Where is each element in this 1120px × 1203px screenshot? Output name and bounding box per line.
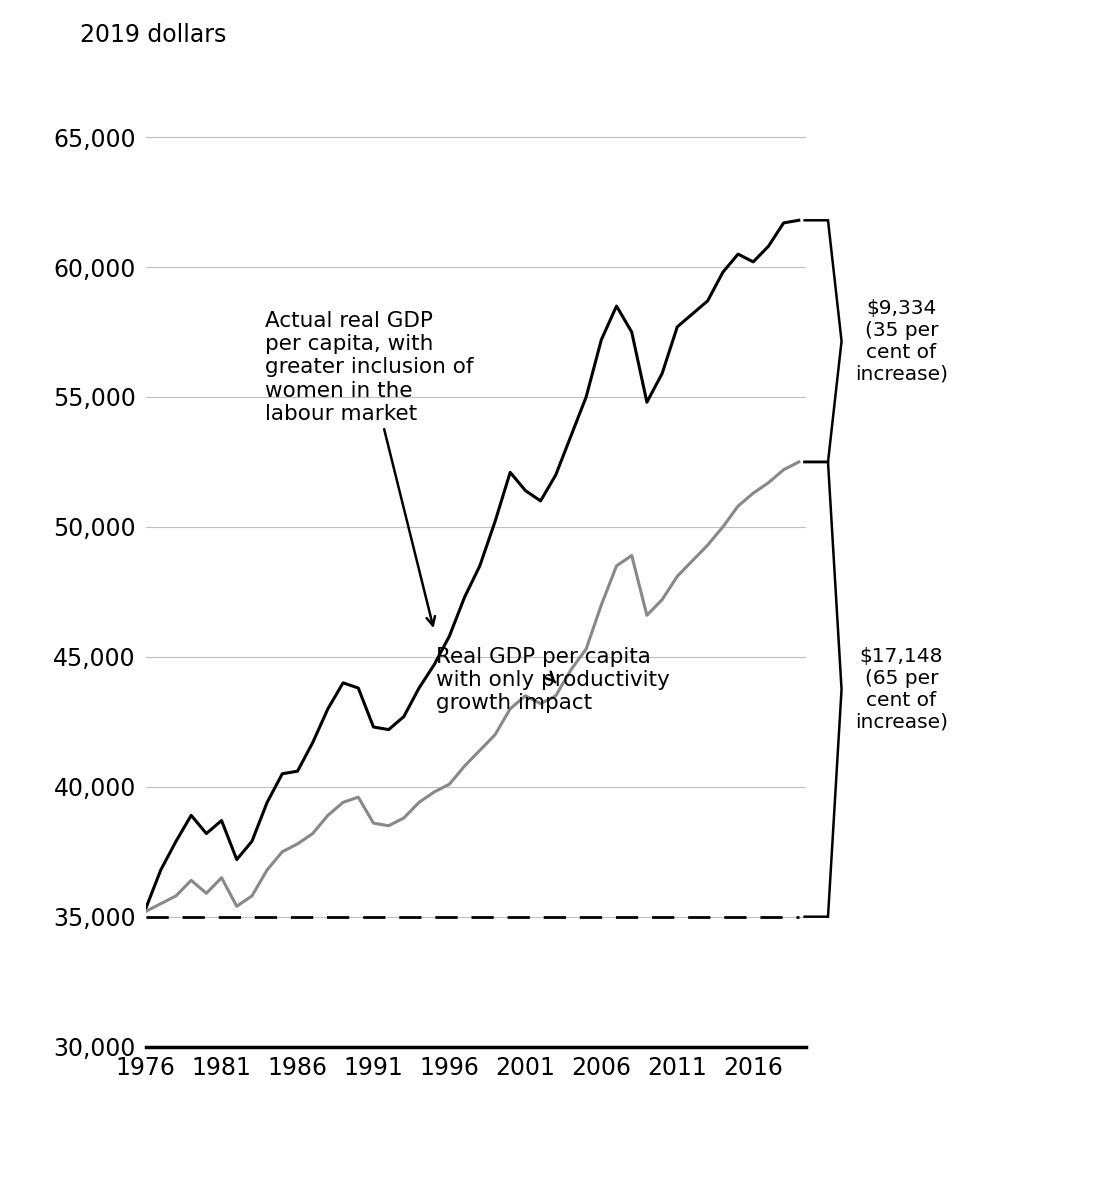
Text: Actual real GDP
per capita, with
greater inclusion of
women in the
labour market: Actual real GDP per capita, with greater… (264, 310, 473, 626)
Text: 2019 dollars: 2019 dollars (80, 23, 226, 47)
Text: $17,148
(65 per
cent of
increase): $17,148 (65 per cent of increase) (855, 647, 948, 731)
Text: Real GDP per capita
with only productivity
growth impact: Real GDP per capita with only productivi… (437, 647, 670, 713)
Text: $9,334
(35 per
cent of
increase): $9,334 (35 per cent of increase) (855, 298, 948, 384)
